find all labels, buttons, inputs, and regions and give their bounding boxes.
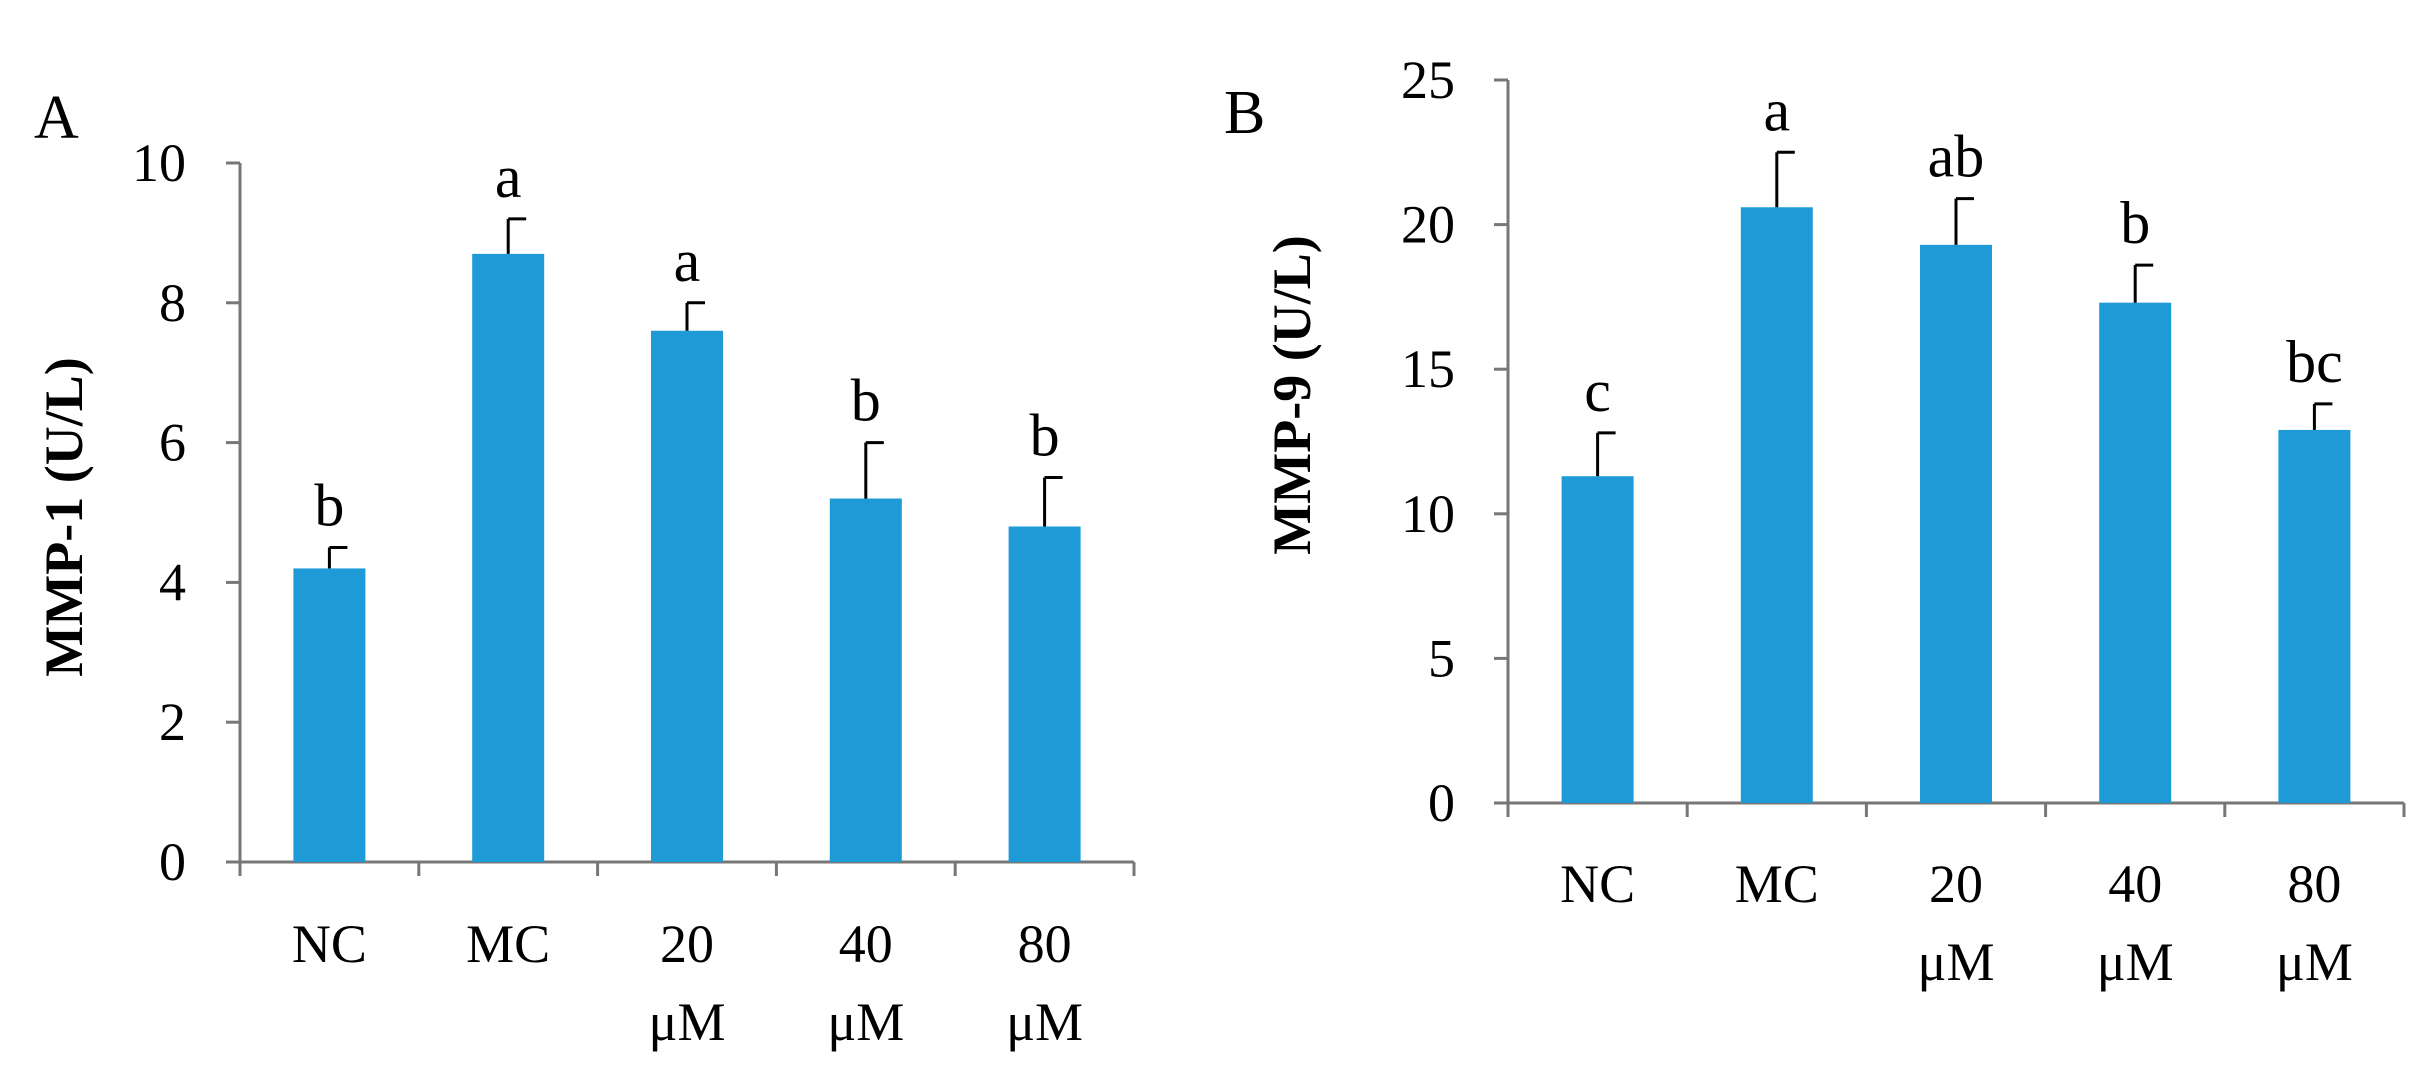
panel-b-y-tick-label-4: 20 — [1401, 195, 1455, 255]
panel-b-y-tick-label-1: 5 — [1428, 628, 1455, 688]
panel-b-y-tick-label-2: 10 — [1401, 484, 1455, 544]
panel-b-category-label-3-line-1: μM — [2097, 932, 2174, 992]
panel-a-letter: A — [34, 84, 79, 152]
panel-b-category-label-4-line-0: 80 — [2287, 854, 2341, 914]
panel-b-category-label-4-line-1: μM — [2276, 932, 2353, 992]
panel-a-category-label-2-line-1: μM — [649, 992, 726, 1052]
panel-b-letter: B — [1224, 79, 1265, 147]
panel-b-y-tick-label-0: 0 — [1428, 773, 1455, 833]
panel-a-bar-4 — [1008, 526, 1081, 862]
panel-b-bar-0 — [1561, 476, 1634, 803]
panel-a-category-label-2-line-0: 20 — [660, 914, 714, 974]
panel-b-y-tick-label-5: 25 — [1401, 50, 1455, 110]
panel-a-category-label-3-line-0: 40 — [839, 914, 893, 974]
panel-a-significance-label-0: b — [314, 472, 344, 538]
panel-b-category-label-0-line-0: NC — [1560, 854, 1635, 914]
panel-b-bar-1 — [1740, 207, 1813, 804]
panel-a-bar-1 — [472, 253, 545, 862]
panel-b-bar-3 — [2099, 302, 2172, 803]
panel-b-significance-label-2: ab — [1928, 124, 1985, 190]
panel-a-bar-0 — [293, 568, 366, 862]
panel-b-bar-2 — [1920, 244, 1992, 803]
panel-a-y-tick-label-3: 6 — [159, 413, 186, 473]
panel-a-category-label-4-line-0: 80 — [1018, 914, 1072, 974]
panel-a-y-tick-label-4: 8 — [159, 273, 186, 333]
panel-a-significance-label-2: a — [674, 228, 701, 294]
panel-b-bar-4 — [2278, 429, 2351, 803]
panel-a-y-tick-label-2: 4 — [159, 552, 186, 612]
panel-b-significance-label-3: b — [2120, 190, 2150, 256]
panel-a-y-tick-label-0: 0 — [159, 832, 186, 892]
panel-a-bar-3 — [829, 498, 902, 862]
panel-b-category-label-2-line-0: 20 — [1929, 854, 1983, 914]
panel-b-y-tick-label-3: 15 — [1401, 339, 1455, 399]
panel-a-significance-label-1: a — [495, 144, 522, 210]
panel-a-category-label-3-line-1: μM — [827, 992, 904, 1052]
panel-b-significance-label-4: bc — [2286, 329, 2343, 395]
panel-b: B MMP-9 (U/L) 0 5 10 15 20 25 c NC a MC ab 20 μM b 40 μ… — [1224, 50, 2406, 992]
panel-b-category-label-2-line-1: μM — [1918, 932, 1995, 992]
panel-a-y-tick-label-5: 10 — [132, 133, 186, 193]
panel-b-significance-label-1: a — [1763, 77, 1790, 143]
panel-b-category-label-1-line-0: MC — [1735, 854, 1819, 914]
panel-a-bar-2 — [651, 330, 723, 862]
panel-a-significance-label-3: b — [851, 368, 881, 434]
panel-a-y-axis-label: MMP-1 (U/L) — [34, 357, 94, 676]
panel-a-y-tick-label-1: 2 — [159, 692, 186, 752]
panel-b-y-axis-label: MMP-9 (U/L) — [1262, 235, 1322, 554]
panel-b-significance-label-0: c — [1584, 358, 1611, 424]
panel-a-category-label-1-line-0: MC — [466, 914, 550, 974]
panel-a: A MMP-1 (U/L) 0 2 4 6 8 10 b NC a MC a 20 μM b 40 μM b 80… — [34, 84, 1136, 1052]
panel-a-category-label-4-line-1: μM — [1006, 992, 1083, 1052]
panel-b-category-label-3-line-0: 40 — [2108, 854, 2162, 914]
panel-a-significance-label-4: b — [1030, 403, 1060, 469]
panel-a-category-label-0-line-0: NC — [292, 914, 367, 974]
